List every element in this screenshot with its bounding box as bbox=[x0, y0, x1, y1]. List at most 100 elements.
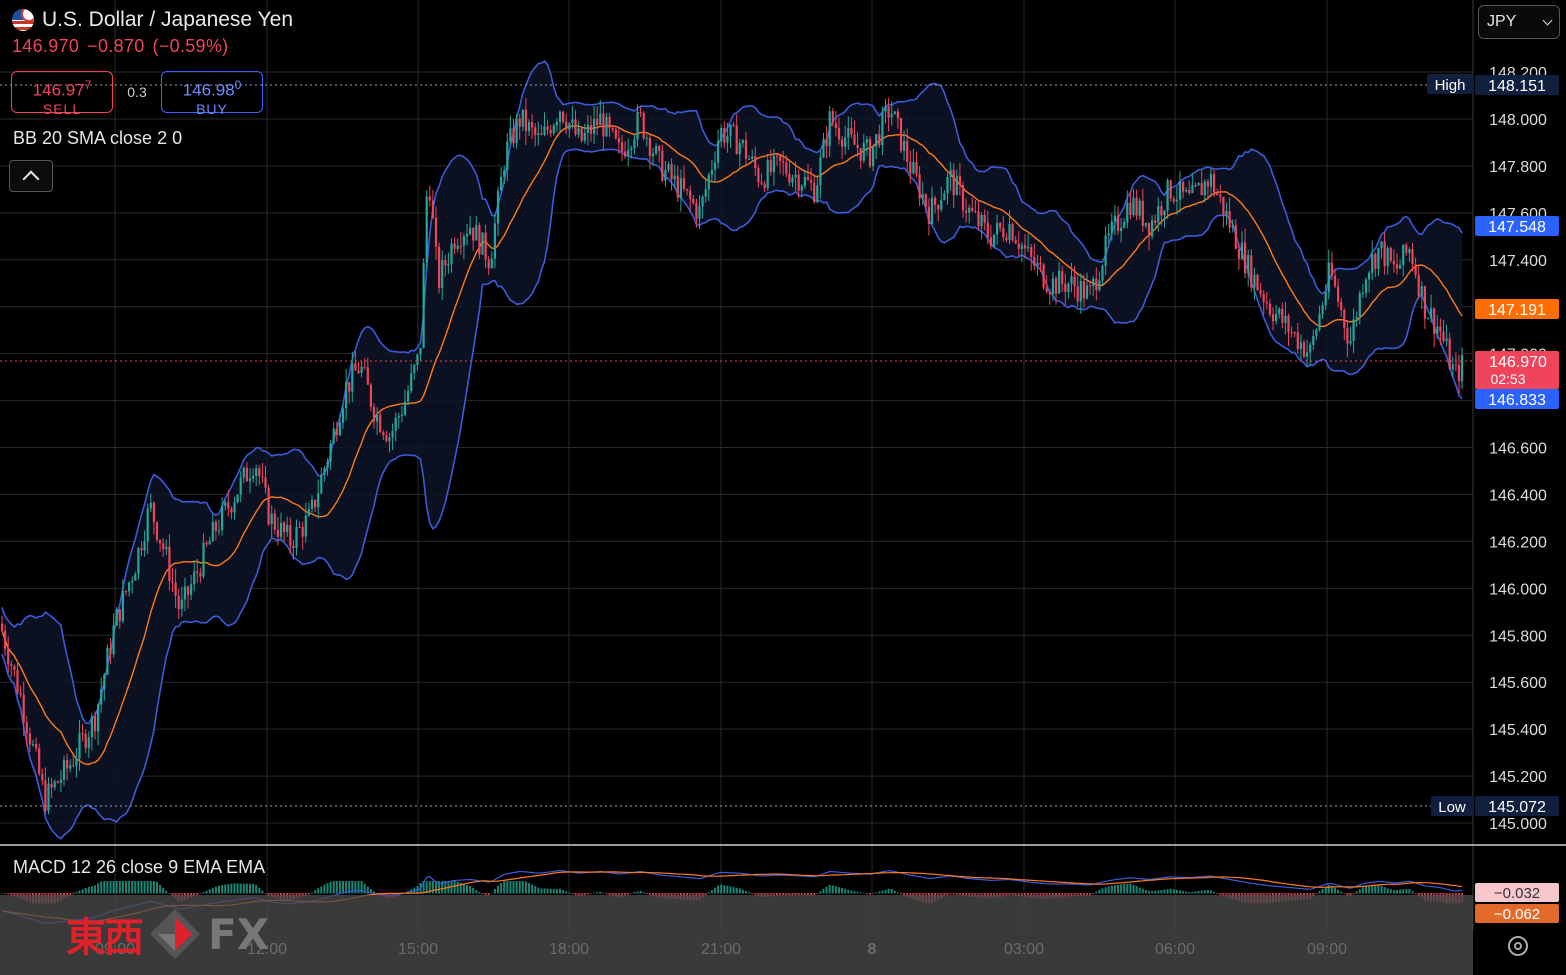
macd-histogram-bar bbox=[1377, 885, 1380, 894]
candle-body bbox=[1364, 279, 1368, 293]
candle-body bbox=[66, 759, 69, 769]
candle-body bbox=[906, 140, 909, 162]
candle-body bbox=[87, 737, 90, 749]
macd-histogram-bar bbox=[199, 893, 202, 894]
candle-body bbox=[338, 422, 341, 435]
candle-body bbox=[648, 137, 651, 157]
candle-body bbox=[800, 186, 803, 191]
candle-body bbox=[317, 493, 320, 508]
candle-body bbox=[1216, 192, 1219, 195]
countdown-label: 02:53 bbox=[1490, 371, 1525, 387]
candle-body bbox=[1126, 202, 1129, 223]
macd-histogram-bar bbox=[1383, 887, 1386, 894]
candle-body bbox=[859, 148, 862, 161]
candle-body bbox=[999, 222, 1002, 228]
candle-body bbox=[1287, 315, 1290, 333]
candle-body bbox=[484, 232, 487, 260]
macd-histogram-bar bbox=[1086, 893, 1088, 896]
candle-body bbox=[766, 160, 769, 189]
current-price-badge bbox=[1475, 351, 1559, 389]
candle-body bbox=[862, 142, 865, 161]
macd-histogram-bar bbox=[813, 893, 816, 896]
candle-body bbox=[1039, 262, 1042, 265]
candle-body bbox=[465, 234, 469, 237]
candle-body bbox=[887, 106, 890, 118]
macd-histogram-bar bbox=[865, 893, 868, 895]
macd-histogram-bar bbox=[565, 891, 568, 894]
candle-body bbox=[1163, 210, 1166, 216]
macd-histogram-bar bbox=[311, 892, 313, 894]
candle-body bbox=[670, 164, 673, 180]
candle-body bbox=[878, 134, 881, 146]
macd-histogram-bar bbox=[1315, 893, 1318, 894]
candle-body bbox=[1023, 245, 1027, 249]
candle-body bbox=[760, 182, 763, 184]
candle-body bbox=[558, 111, 562, 123]
candle-body bbox=[462, 236, 465, 246]
low-tag-label: Low bbox=[1438, 799, 1466, 816]
candle-body bbox=[1147, 222, 1151, 237]
candle-body bbox=[363, 366, 366, 368]
macd-histogram-bar bbox=[363, 883, 366, 894]
buy-button[interactable]: 146.980 BUY bbox=[161, 71, 263, 117]
candle-body bbox=[1271, 314, 1275, 322]
macd-histogram-bar bbox=[896, 892, 899, 894]
candle-body bbox=[1222, 197, 1225, 216]
candle-body bbox=[763, 183, 766, 189]
chevron-down-icon bbox=[1542, 15, 1553, 26]
macd-histogram-bar bbox=[1365, 885, 1367, 894]
candle-body bbox=[1082, 281, 1085, 299]
buy-price: 146.98 bbox=[182, 80, 235, 100]
candle-body bbox=[128, 582, 131, 592]
macd-histogram-bar bbox=[636, 891, 639, 894]
candle-body bbox=[912, 162, 915, 174]
axis-price-label: 145.072 bbox=[1488, 799, 1546, 816]
macd-histogram-bar bbox=[872, 893, 875, 894]
settings-gear-icon[interactable] bbox=[1508, 936, 1528, 956]
macd-histogram-bar bbox=[577, 893, 580, 896]
macd-histogram-bar bbox=[249, 883, 251, 894]
bb-upper-band bbox=[1, 60, 1463, 725]
macd-histogram-bar bbox=[580, 893, 583, 896]
candle-body bbox=[1141, 200, 1144, 226]
candle-body bbox=[100, 689, 103, 705]
macd-histogram-bar bbox=[459, 882, 462, 894]
candle-body bbox=[1172, 198, 1175, 202]
macd-histogram-bar bbox=[245, 883, 248, 894]
candle-body bbox=[1132, 197, 1135, 215]
collapse-indicators-button[interactable] bbox=[9, 160, 53, 192]
candle-body bbox=[1209, 174, 1213, 187]
candle-body bbox=[413, 365, 416, 374]
candle-body bbox=[562, 111, 565, 122]
macd-histogram-bar bbox=[211, 887, 214, 894]
candle-body bbox=[943, 193, 946, 201]
macd-histogram-bar bbox=[772, 893, 775, 897]
candle-body bbox=[1110, 221, 1113, 234]
candle-body bbox=[376, 414, 379, 422]
candle-body bbox=[379, 414, 382, 432]
bollinger-bands-label[interactable]: BB 20 SMA close 2 0 bbox=[13, 128, 183, 148]
macd-histogram-bar bbox=[602, 892, 605, 894]
macd-label[interactable]: MACD 12 26 close 9 EMA EMA bbox=[13, 857, 266, 877]
candle-body bbox=[636, 112, 639, 140]
macd-histogram-bar bbox=[593, 892, 596, 894]
candle-body bbox=[794, 174, 797, 178]
y-tick-label: 145.800 bbox=[1489, 628, 1547, 645]
macd-histogram-bar bbox=[1113, 885, 1116, 894]
sell-button[interactable]: 146.977 SELL bbox=[11, 71, 113, 117]
buy-price-pip: 0 bbox=[234, 78, 242, 92]
candle-body bbox=[0, 623, 4, 631]
currency-select[interactable]: JPY bbox=[1478, 5, 1560, 39]
y-tick-label: 148.000 bbox=[1489, 112, 1547, 129]
macd-histogram-bar bbox=[521, 881, 524, 894]
candle-body bbox=[97, 704, 100, 732]
candle-body bbox=[698, 206, 701, 219]
macd-histogram-bar bbox=[614, 893, 617, 897]
candle-body bbox=[1420, 286, 1423, 296]
candle-body bbox=[1061, 271, 1064, 284]
macd-histogram-bar bbox=[360, 881, 363, 894]
macd-histogram-bar bbox=[342, 881, 344, 894]
macd-histogram-bar bbox=[10, 893, 13, 896]
candle-body bbox=[992, 234, 996, 247]
